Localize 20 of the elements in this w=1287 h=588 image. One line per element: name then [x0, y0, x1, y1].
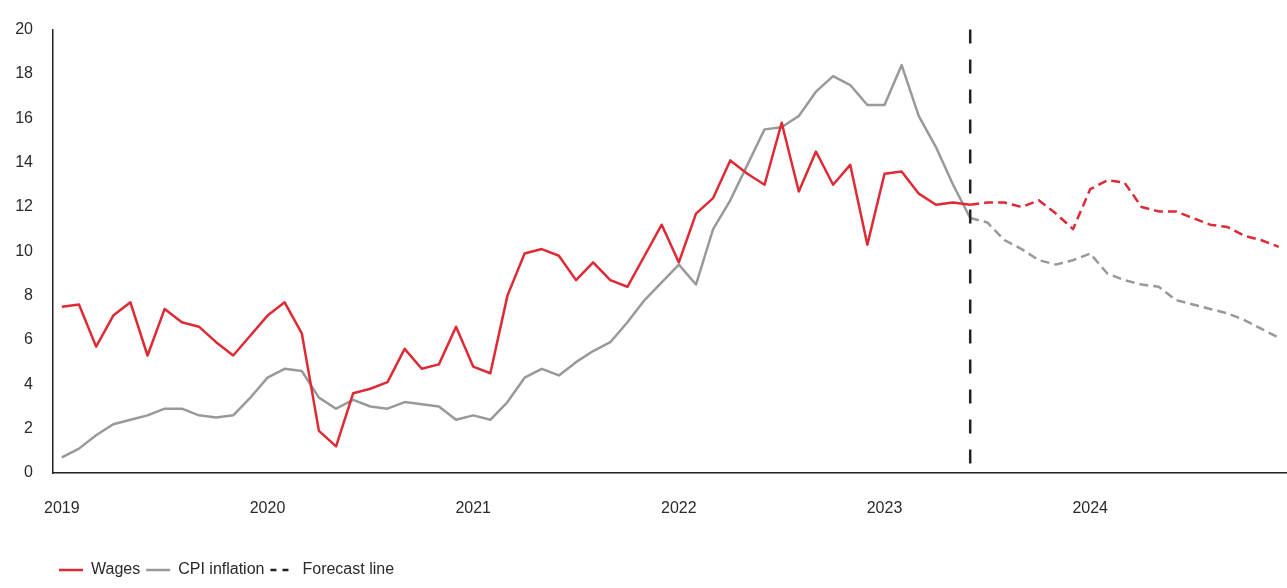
- y-tick-label: 16: [15, 108, 34, 126]
- y-tick-label: 18: [15, 64, 34, 82]
- legend-label: Wages: [91, 560, 141, 578]
- x-tick-label: 2023: [866, 499, 903, 517]
- y-tick-label: 0: [24, 463, 34, 481]
- y-tick-label: 6: [24, 330, 34, 348]
- legend-label: CPI inflation: [178, 560, 265, 578]
- legend-label: Forecast line: [302, 560, 395, 578]
- x-tick-label: 2022: [661, 499, 697, 517]
- y-tick-label: 12: [15, 197, 34, 215]
- x-tick-label: 2024: [1072, 499, 1109, 517]
- y-tick-label: 14: [15, 153, 34, 171]
- x-tick-label: 2019: [44, 499, 80, 517]
- y-tick-label: 10: [15, 241, 34, 259]
- y-tick-label: 8: [24, 286, 34, 304]
- y-tick-label: 2: [24, 419, 34, 437]
- x-tick-label: 2021: [455, 499, 492, 517]
- y-tick-label: 20: [15, 20, 34, 38]
- y-tick-label: 4: [24, 374, 34, 392]
- x-tick-label: 2020: [249, 499, 286, 517]
